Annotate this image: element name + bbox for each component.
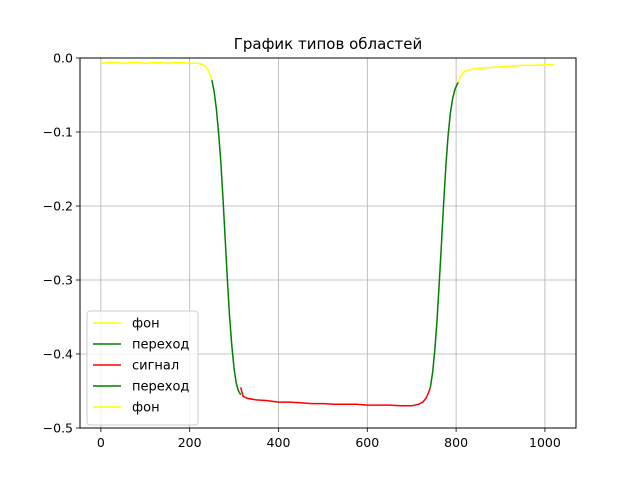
series-line-0 <box>100 61 213 81</box>
x-tick-label: 800 <box>444 435 468 450</box>
x-axis: 0 200 400 600 800 1000 <box>97 428 561 450</box>
y-tick-label: −0.3 <box>43 273 73 288</box>
y-tick-label: −0.5 <box>43 421 73 436</box>
x-tick-label: 600 <box>355 435 379 450</box>
series-line-4 <box>457 63 554 83</box>
legend-label: переход <box>132 380 189 395</box>
y-tick-label: −0.4 <box>43 347 73 362</box>
chart-title: График типов областей <box>234 35 423 53</box>
y-tick-label: −0.2 <box>43 199 73 214</box>
y-tick-label: −0.1 <box>43 125 73 140</box>
x-tick-label: 1000 <box>529 435 561 450</box>
legend-box <box>86 310 199 426</box>
series-group <box>100 61 554 407</box>
series-line-3 <box>429 82 459 388</box>
legend-label: переход <box>132 338 189 353</box>
series-line-1 <box>211 80 242 396</box>
legend-label: фон <box>132 317 160 332</box>
plot-frame <box>79 57 577 429</box>
y-tick-label: 0.0 <box>53 51 73 66</box>
grid <box>80 57 576 429</box>
y-axis: 0.0 −0.1 −0.2 −0.3 −0.4 −0.5 <box>43 51 80 436</box>
x-tick-label: 400 <box>267 435 291 450</box>
legend: фон переход сигнал переход фон <box>86 310 199 426</box>
legend-label: фон <box>132 401 160 416</box>
x-tick-label: 0 <box>97 435 105 450</box>
legend-label: сигнал <box>132 359 179 374</box>
series-line-2 <box>239 387 432 407</box>
x-tick-label: 200 <box>178 435 202 450</box>
